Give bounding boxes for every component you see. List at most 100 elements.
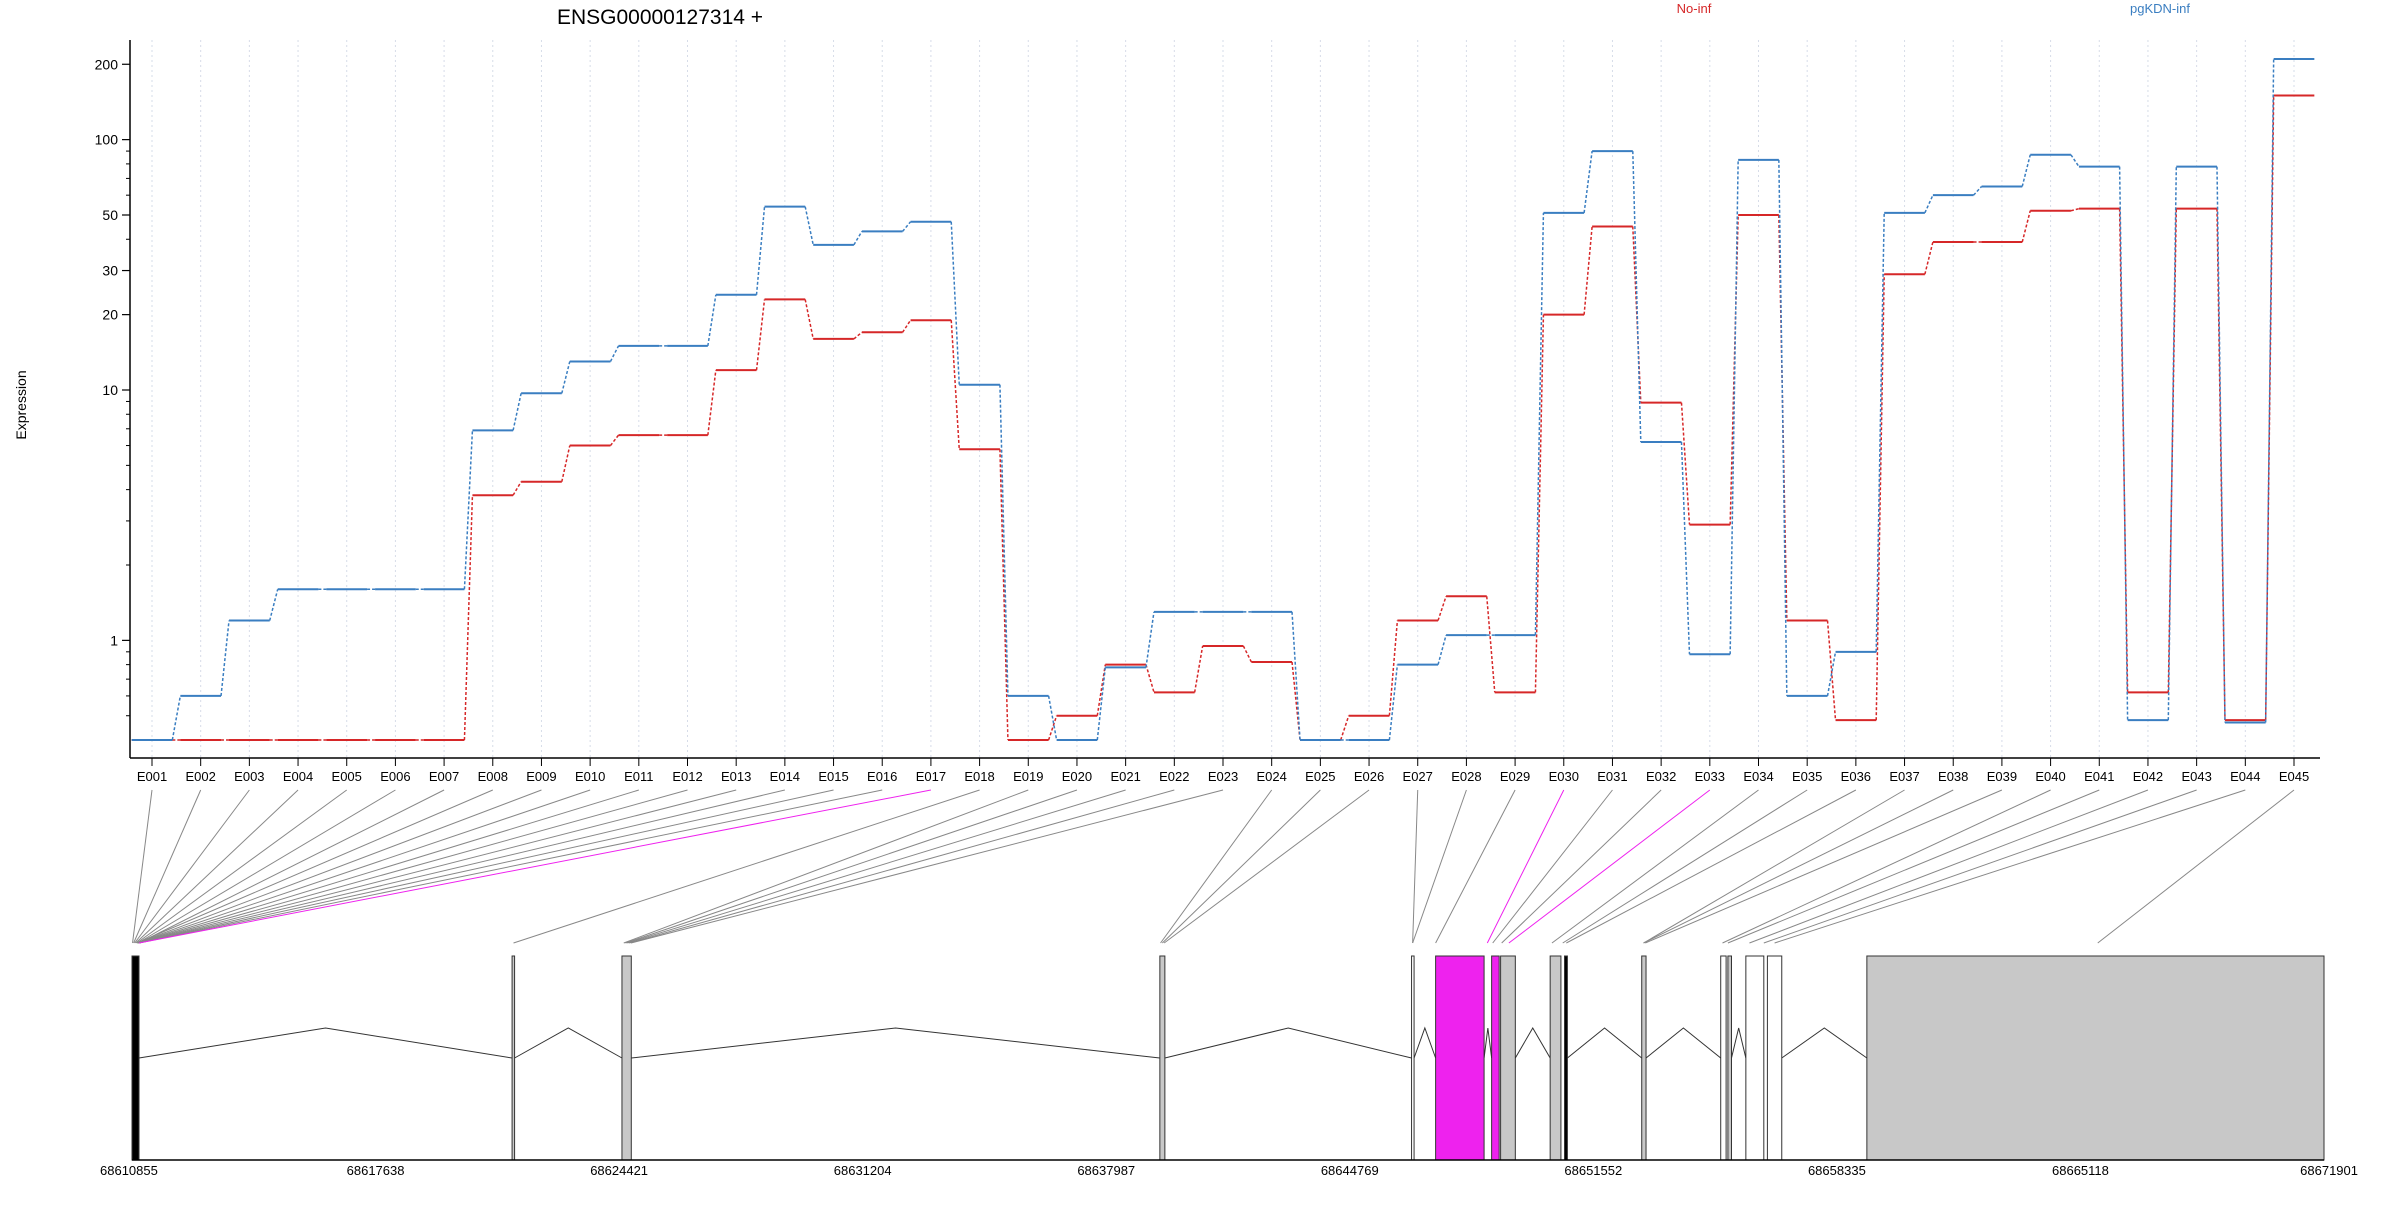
exon-connector bbox=[623, 789, 1029, 944]
series-no-inf-step bbox=[1096, 664, 1107, 716]
y-tick-label: 20 bbox=[102, 307, 118, 323]
exon-connector bbox=[1412, 789, 1419, 944]
exon-connector bbox=[1643, 789, 1905, 944]
x-tick-label: E031 bbox=[1597, 769, 1627, 784]
exon-block bbox=[1766, 955, 1783, 1161]
series-no-inf-step bbox=[1242, 645, 1253, 663]
exon-block bbox=[511, 955, 516, 1161]
x-tick-label: E029 bbox=[1500, 769, 1530, 784]
x-tick-label: E042 bbox=[2133, 769, 2163, 784]
series-no-inf-step bbox=[561, 445, 571, 482]
intron-line bbox=[1567, 1027, 1643, 1059]
intron-line bbox=[1413, 1026, 1437, 1059]
x-tick-label: E005 bbox=[332, 769, 362, 784]
exon-connector bbox=[1412, 789, 1467, 944]
x-tick-label: E035 bbox=[1792, 769, 1822, 784]
genomic-tick-label: 68631204 bbox=[834, 1163, 892, 1178]
x-tick-label: E002 bbox=[185, 769, 215, 784]
exon-connector bbox=[135, 789, 299, 944]
x-tick-label: E004 bbox=[283, 769, 313, 784]
series-no-inf-step bbox=[1145, 664, 1155, 693]
exon-connector bbox=[625, 789, 1078, 944]
exon-block bbox=[1720, 955, 1727, 1161]
exon-connector bbox=[1727, 789, 2100, 944]
intron-line bbox=[1781, 1027, 1868, 1059]
exon-connector bbox=[138, 789, 883, 944]
chart-title: ENSG00000127314 + bbox=[557, 6, 763, 29]
series-pgkdn-inf-step bbox=[1437, 634, 1447, 665]
series-no-inf-step bbox=[1047, 715, 1058, 741]
y-tick-label: 100 bbox=[95, 132, 119, 148]
exon-connector bbox=[1508, 789, 1711, 944]
x-tick-label: E038 bbox=[1938, 769, 1968, 784]
exon-connector bbox=[1551, 789, 1759, 944]
exon-block bbox=[1564, 955, 1568, 1161]
series-pgkdn-inf-step bbox=[1632, 151, 1642, 442]
y-tick-label: 10 bbox=[102, 382, 118, 398]
x-tick-label: E045 bbox=[2279, 769, 2309, 784]
exon-block bbox=[1727, 955, 1732, 1161]
x-tick-label: E028 bbox=[1451, 769, 1481, 784]
series-pgkdn-inf-step bbox=[2021, 154, 2031, 187]
x-tick-label: E014 bbox=[770, 769, 800, 784]
x-tick-label: E039 bbox=[1987, 769, 2017, 784]
exon-connector bbox=[138, 789, 785, 944]
series-no-inf-step bbox=[609, 434, 620, 447]
series-pgkdn-inf-step bbox=[2264, 58, 2275, 723]
exon-connector bbox=[138, 789, 445, 944]
series-pgkdn-inf-step bbox=[853, 231, 863, 246]
intron-line bbox=[1164, 1027, 1412, 1059]
intron-line bbox=[1731, 1027, 1747, 1059]
intron-line bbox=[1514, 1027, 1551, 1059]
x-tick-label: E010 bbox=[575, 769, 605, 784]
series-no-inf-step bbox=[1583, 226, 1593, 315]
series-pgkdn-inf-step bbox=[1583, 150, 1593, 213]
x-tick-label: E021 bbox=[1110, 769, 1140, 784]
series-no-inf-step bbox=[1193, 645, 1204, 693]
x-tick-label: E012 bbox=[672, 769, 702, 784]
exon-connector bbox=[138, 789, 639, 944]
exon-connector bbox=[132, 789, 153, 944]
exon-connector bbox=[137, 789, 396, 944]
exon-connector bbox=[1435, 789, 1516, 944]
series-pgkdn-inf-step bbox=[1924, 194, 1934, 214]
genomic-tick-label: 68637987 bbox=[1077, 1163, 1135, 1178]
exon-connector bbox=[1763, 789, 2197, 944]
series-pgkdn-inf-step bbox=[707, 294, 717, 347]
exon-connector bbox=[1162, 789, 1321, 944]
series-no-inf-step bbox=[1875, 274, 1885, 721]
exon-block bbox=[621, 955, 632, 1161]
exon-connector bbox=[134, 789, 250, 944]
series-pgkdn-inf-step bbox=[755, 206, 766, 295]
series-pgkdn-inf-step bbox=[220, 620, 230, 696]
legend-entry-pgkdn-inf: pgKDN-inf bbox=[2130, 1, 2190, 16]
series-pgkdn-inf-step bbox=[1047, 695, 1058, 741]
genomic-tick-label: 68651552 bbox=[1564, 1163, 1622, 1178]
exon-connector bbox=[2097, 789, 2295, 944]
series-no-inf-step bbox=[463, 495, 474, 741]
series-pgkdn-inf-step bbox=[1388, 664, 1399, 741]
series-pgkdn-inf-step bbox=[1145, 611, 1155, 668]
x-tick-label: E013 bbox=[721, 769, 751, 784]
series-pgkdn-inf-step bbox=[1875, 212, 1885, 652]
series-pgkdn-inf-step bbox=[609, 345, 620, 362]
x-tick-label: E044 bbox=[2230, 769, 2260, 784]
exon-block bbox=[1641, 955, 1647, 1161]
intron-line bbox=[138, 1027, 513, 1059]
series-no-inf-step bbox=[1388, 620, 1399, 716]
exon-connector bbox=[138, 789, 688, 944]
series-pgkdn-inf-step bbox=[171, 695, 182, 741]
series-pgkdn-inf-step bbox=[1826, 651, 1837, 697]
intron-line bbox=[1483, 1027, 1493, 1059]
series-pgkdn-inf-step bbox=[561, 361, 571, 394]
exon-connector bbox=[513, 789, 980, 944]
x-tick-label: E025 bbox=[1305, 769, 1335, 784]
y-tick-label: 1 bbox=[110, 632, 118, 648]
series-pgkdn-inf-step bbox=[901, 221, 912, 232]
series-pgkdn-inf-step bbox=[2070, 154, 2080, 168]
x-tick-label: E016 bbox=[867, 769, 897, 784]
series-pgkdn-inf-step bbox=[1973, 185, 1983, 196]
x-tick-label: E027 bbox=[1403, 769, 1433, 784]
exon-connector bbox=[627, 789, 1126, 944]
